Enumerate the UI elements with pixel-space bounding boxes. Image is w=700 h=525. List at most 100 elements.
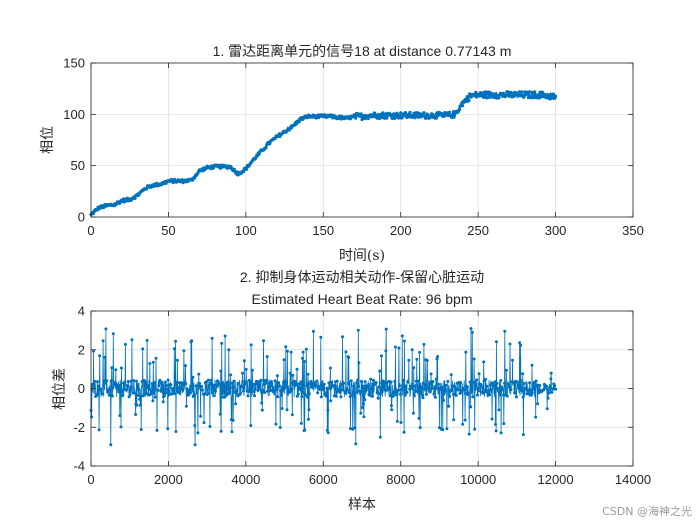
phase-diff-point: [181, 388, 185, 392]
phase-diff-point: [377, 385, 381, 389]
phase-diff-point: [255, 380, 259, 384]
phase-diff-point: [276, 395, 280, 399]
phase-diff-point: [420, 386, 424, 390]
phase-diff-point: [226, 380, 230, 384]
phase-diff-point: [320, 385, 324, 389]
bottom-x-tick-label: 6000: [309, 472, 338, 487]
phase-diff-point: [282, 358, 286, 362]
phase-diff-point: [284, 380, 288, 384]
phase-diff-point: [305, 384, 309, 388]
phase-diff-point: [311, 329, 315, 333]
phase-point: [91, 212, 95, 216]
phase-diff-point: [240, 385, 243, 389]
phase-diff-point: [172, 347, 176, 351]
phase-diff-point: [417, 416, 421, 420]
phase-point: [434, 116, 438, 120]
phase-diff-point: [357, 361, 361, 365]
phase-diff-point: [124, 388, 128, 392]
phase-diff-point: [260, 408, 264, 412]
phase-diff-point: [125, 384, 129, 388]
phase-diff-point: [398, 393, 402, 396]
phase-diff-point: [553, 384, 557, 388]
phase-diff-point: [421, 393, 425, 397]
phase-diff-point: [528, 381, 532, 385]
phase-diff-point: [351, 390, 355, 394]
chart-bottom-title: 2. 抑制身体运动相关动作-保留心脏运动: [240, 269, 484, 285]
phase-diff-point: [359, 411, 363, 415]
phase-diff-point: [162, 395, 165, 399]
phase-diff-point: [353, 394, 357, 398]
top-y-tick-label: 100: [63, 107, 85, 122]
phase-diff-point: [241, 371, 244, 375]
phase-diff-point: [359, 379, 363, 383]
phase-diff-point: [497, 408, 501, 412]
chart-top-x-axis-label: 时间(s): [339, 248, 385, 264]
phase-diff-point: [326, 431, 330, 435]
phase-diff-point: [471, 395, 475, 399]
phase-point: [416, 115, 420, 119]
phase-diff-point: [477, 389, 480, 393]
chart-top-title: 1. 雷达距离单元的信号18 at distance 0.77143 m: [213, 43, 512, 59]
phase-diff-point: [144, 382, 148, 386]
phase-diff-point: [472, 357, 476, 361]
phase-diff-point: [110, 394, 114, 398]
phase-diff-point: [109, 443, 113, 447]
phase-diff-point: [530, 363, 534, 367]
phase-diff-point: [397, 346, 401, 350]
phase-diff-point: [190, 339, 194, 343]
phase-diff-point: [470, 390, 474, 394]
phase-point: [217, 163, 222, 167]
phase-diff-point: [363, 380, 367, 384]
phase-diff-point: [229, 373, 233, 377]
watermark: CSDN @海神之光: [602, 505, 692, 518]
phase-diff-point: [304, 347, 308, 351]
phase-diff-point: [265, 355, 269, 359]
phase-diff-point: [302, 360, 306, 363]
phase-diff-point: [191, 375, 195, 379]
phase-diff-point: [290, 413, 294, 417]
phase-diff-point: [519, 343, 523, 347]
phase-diff-point: [536, 402, 540, 406]
phase-diff-point: [410, 348, 414, 352]
phase-point: [264, 145, 268, 150]
phase-diff-point: [102, 379, 106, 383]
phase-diff-point: [161, 400, 165, 404]
phase-diff-point: [234, 402, 238, 406]
phase-diff-point: [210, 336, 214, 340]
phase-diff-point: [521, 372, 525, 376]
bottom-x-tick-label: 10000: [460, 472, 496, 487]
phase-diff-point: [285, 349, 289, 353]
phase-point: [447, 110, 452, 114]
phase-diff-point: [466, 392, 470, 396]
phase-diff-point: [547, 391, 551, 395]
phase-diff-point: [260, 391, 264, 395]
phase-diff-point: [151, 360, 155, 364]
phase-diff-point: [395, 419, 399, 423]
phase-diff-point: [306, 417, 310, 421]
phase-diff-point: [441, 428, 445, 432]
phase-diff-point: [449, 373, 453, 377]
phase-diff-point: [266, 389, 269, 393]
phase-diff-point: [506, 382, 510, 386]
phase-diff-point: [148, 362, 152, 365]
phase-diff-point: [289, 350, 293, 354]
phase-diff-point: [524, 387, 528, 391]
phase-diff-point: [378, 369, 382, 373]
phase-diff-point: [399, 421, 403, 424]
phase-diff-point: [152, 381, 156, 385]
bottom-y-tick-label: 0: [78, 381, 85, 396]
phase-diff-point: [260, 401, 264, 405]
phase-diff-point: [235, 389, 239, 392]
phase-diff-point: [143, 380, 147, 384]
phase-diff-point: [133, 391, 137, 395]
phase-diff-point: [141, 394, 145, 398]
phase-diff-point: [368, 393, 372, 397]
phase-diff-point: [251, 390, 255, 393]
phase-diff-point: [332, 384, 335, 388]
phase-diff-point: [298, 387, 302, 391]
phase-diff-point: [206, 378, 210, 382]
phase-diff-point: [349, 379, 353, 383]
phase-diff-point: [329, 399, 333, 403]
phase-diff-point: [326, 408, 330, 412]
phase-diff-point: [193, 424, 197, 427]
